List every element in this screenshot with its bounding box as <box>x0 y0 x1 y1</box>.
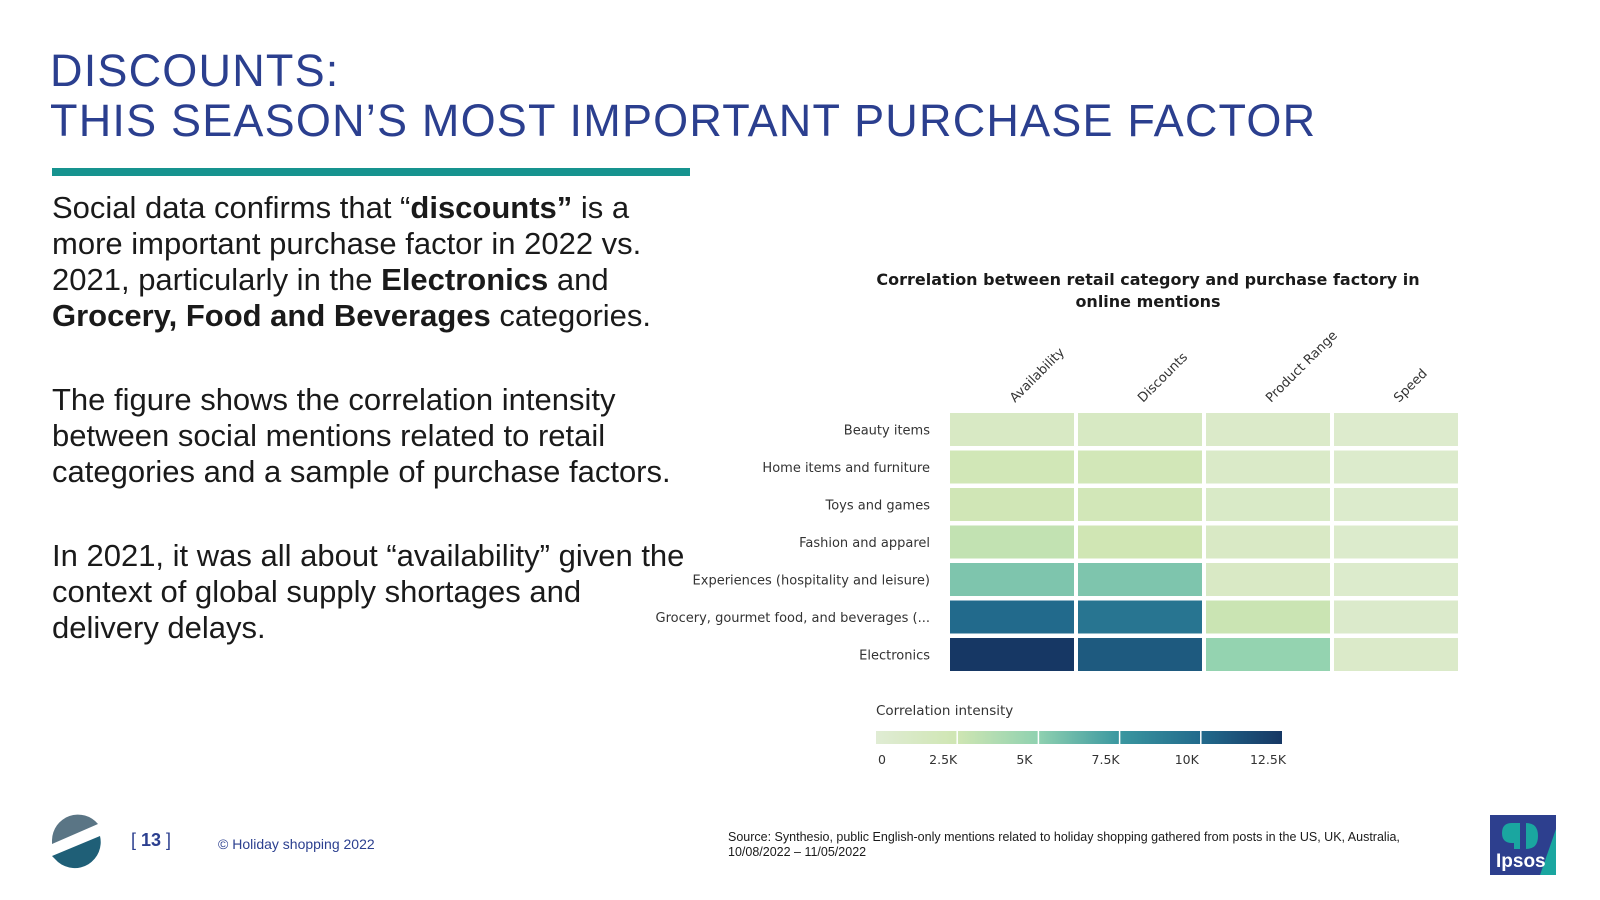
heatmap-cell <box>950 488 1074 521</box>
heatmap-cell <box>1078 600 1202 634</box>
row-label: Experiences (hospitality and leisure) <box>693 574 930 589</box>
row-label: Fashion and apparel <box>799 536 930 551</box>
colorbar-label: Correlation intensity <box>876 703 1013 719</box>
p1-text-c: is a more important purchase factor in 2… <box>52 190 642 297</box>
ipsos-logo-icon: Ipsos <box>1490 815 1556 875</box>
heatmap-cell <box>1078 638 1202 671</box>
heatmap-cell <box>1078 450 1202 484</box>
title-underline <box>52 168 690 176</box>
heatmap-cell <box>1334 638 1458 671</box>
logo-icon <box>52 814 101 869</box>
heatmap-cell <box>950 525 1074 559</box>
heatmap-cell <box>1206 563 1330 596</box>
colorbar-tick-label: 2.5K <box>929 752 958 767</box>
heatmap-cell <box>1334 450 1458 484</box>
heatmap-cell <box>1334 525 1458 559</box>
body-text: Social data confirms that “discounts” is… <box>52 190 692 694</box>
column-label: Availability <box>1007 345 1068 406</box>
row-label: Toys and games <box>824 499 930 514</box>
column-label: Product Range <box>1263 328 1341 406</box>
heatmap-cell <box>1206 488 1330 521</box>
heatmap-cell <box>1206 525 1330 559</box>
heatmap-cell <box>1334 488 1458 521</box>
page-number: [ 13 ] <box>131 830 172 850</box>
column-label: Speed <box>1391 366 1430 405</box>
chart-title-line-1: Correlation between retail category and … <box>876 270 1419 289</box>
colorbar <box>876 731 1282 744</box>
copyright-text: © Holiday shopping 2022 <box>218 836 375 852</box>
chart-title-line-2: online mentions <box>1075 292 1220 311</box>
ipsos-wordmark: Ipsos <box>1496 851 1546 872</box>
paragraph-2: The figure shows the correlation intensi… <box>52 382 671 489</box>
heatmap-cell <box>950 600 1074 634</box>
row-label: Grocery, gourmet food, and beverages (..… <box>656 611 930 626</box>
heatmap-cell <box>950 638 1074 671</box>
source-note: Source: Synthesio, public English-only m… <box>728 830 1400 859</box>
p1-text-g: categories. <box>490 298 652 333</box>
colorbar-tick-label: 7.5K <box>1092 752 1121 767</box>
p1-bold-electronics: Electronics <box>381 262 549 297</box>
p1-text-a: Social data confirms that “ <box>52 190 411 225</box>
slide-title-line-2: THIS SEASON’S MOST IMPORTANT PURCHASE FA… <box>50 95 1317 146</box>
p1-text-e: and <box>548 262 609 297</box>
p1-bold-grocery: Grocery, Food and Beverages <box>52 298 491 333</box>
heatmap-cell <box>950 413 1074 446</box>
colorbar-tick-label: 12.5K <box>1250 752 1287 767</box>
heatmap-cell <box>1206 600 1330 634</box>
heatmap-cell <box>1334 413 1458 446</box>
row-label: Beauty items <box>844 424 930 439</box>
column-label: Discounts <box>1135 350 1191 406</box>
heatmap-cell <box>1334 600 1458 634</box>
colorbar-tick-label: 5K <box>1016 752 1033 767</box>
heatmap-cell <box>1206 450 1330 484</box>
heatmap-cell <box>1078 413 1202 446</box>
page-number-value: 13 <box>141 830 162 850</box>
heatmap-cell <box>1206 638 1330 671</box>
slide-title: DISCOUNTS: THIS SEASON’S MOST IMPORTANT … <box>50 46 1316 146</box>
row-label: Home items and furniture <box>762 461 930 476</box>
heatmap-cell <box>1206 413 1330 446</box>
colorbar-tick-label: 10K <box>1175 752 1200 767</box>
heatmap-cell <box>1334 563 1458 596</box>
heatmap-cell <box>1078 563 1202 596</box>
heatmap-cell <box>950 563 1074 596</box>
colorbar-tick-label: 0 <box>878 752 886 767</box>
slide-title-line-1: DISCOUNTS: <box>50 45 340 96</box>
heatmap-cell <box>950 450 1074 484</box>
paragraph-3: In 2021, it was all about “availability”… <box>52 538 685 645</box>
heatmap-cell <box>1078 488 1202 521</box>
row-label: Electronics <box>859 649 930 664</box>
p1-bold-discounts: discounts” <box>410 190 573 225</box>
paragraph-1: Social data confirms that “discounts” is… <box>52 190 692 334</box>
heatmap-cell <box>1078 525 1202 559</box>
